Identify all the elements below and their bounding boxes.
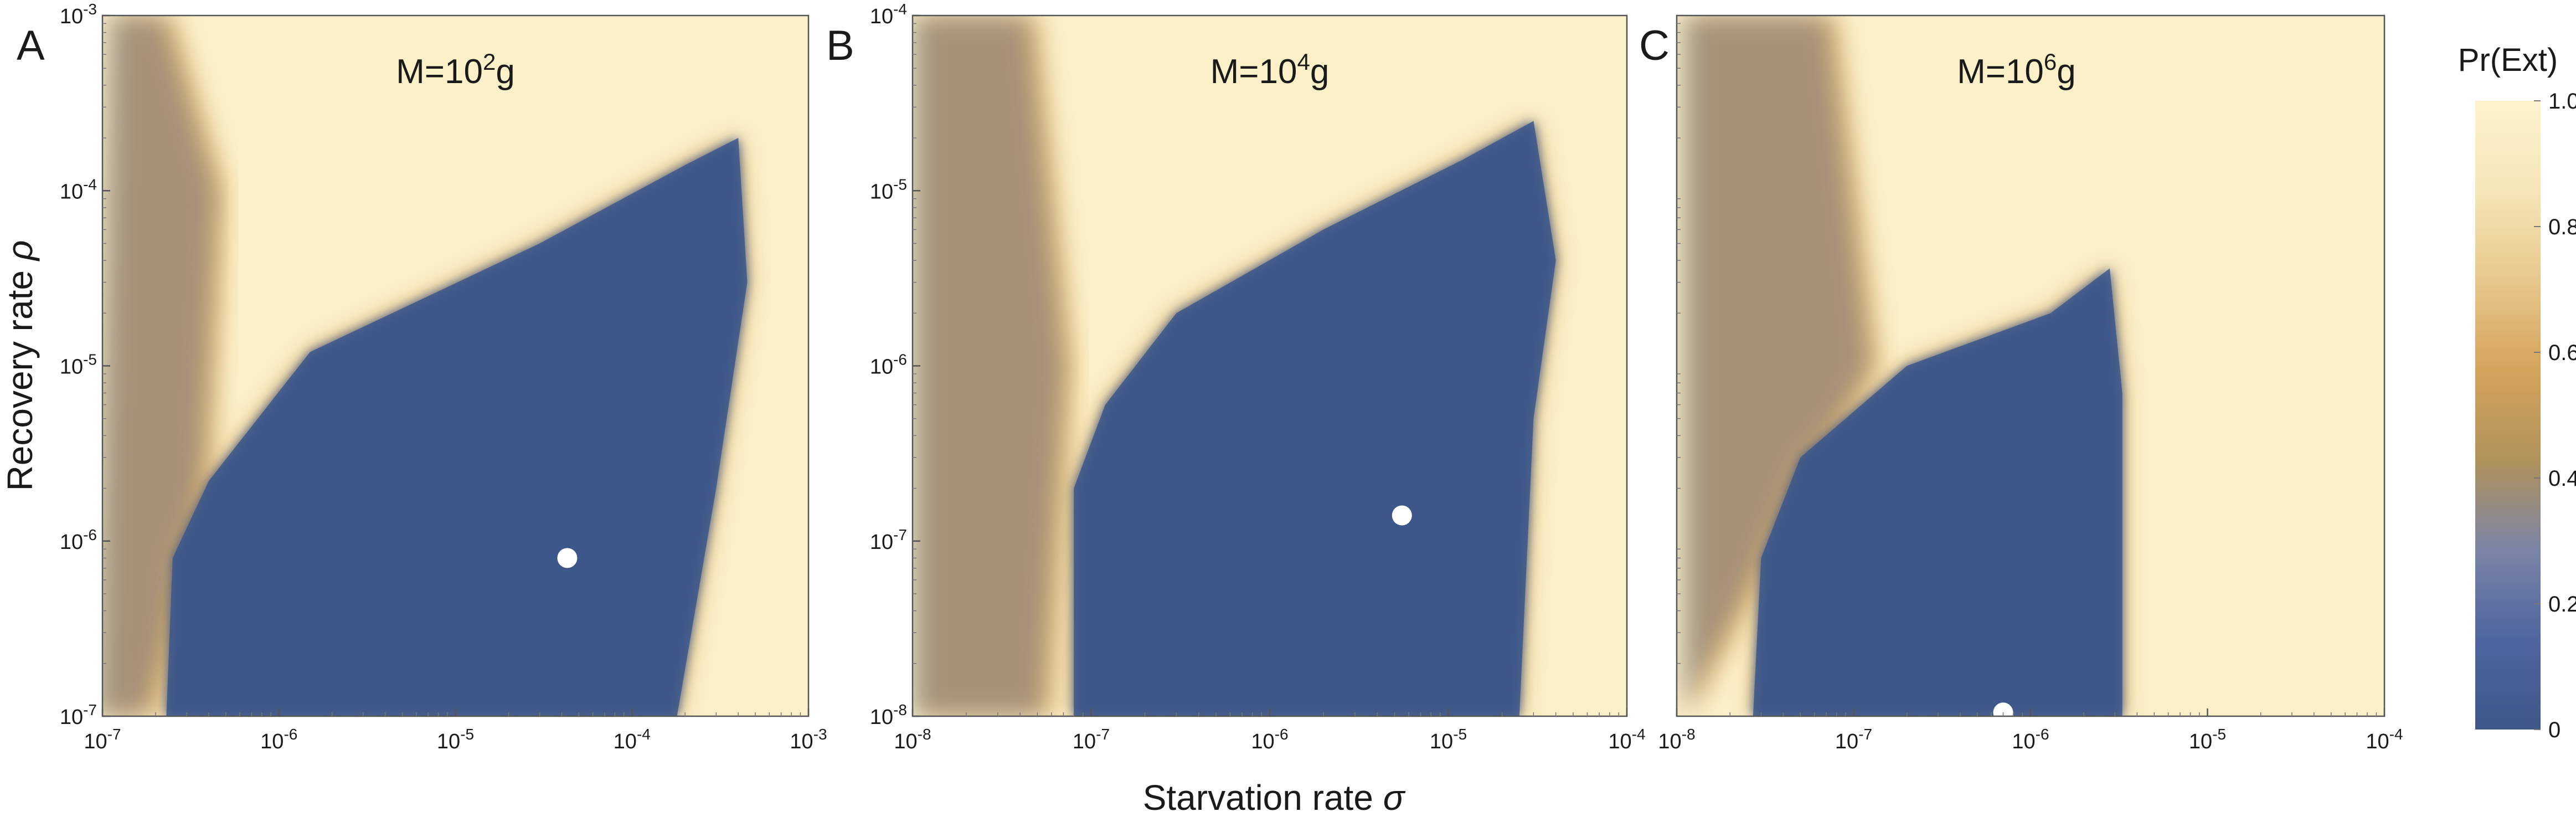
y-axis-title: Recovery rate ρ: [0, 240, 40, 491]
y-tick-label: 10-6: [60, 526, 97, 554]
colorbar-tick-label: 1.0: [2548, 89, 2576, 114]
body-size-point: [557, 548, 578, 568]
colorbar-title: Pr(Ext): [2458, 42, 2558, 78]
x-tick-label: 10-4: [614, 726, 651, 753]
survival-region-core: [166, 138, 748, 716]
colorbar-ticks: 1.0 0.8 0.6 0.4 0.2 0: [2534, 89, 2576, 742]
panel-b: B M=104g 10-8 10-7 10-6 10-5 10-4 10-8 10-7 10-6 1…: [826, 1, 1646, 753]
x-tick-label: 10-5: [437, 726, 474, 753]
x-tick-label: 10-7: [1073, 726, 1110, 753]
panel-title: M=106g: [1957, 49, 2076, 91]
x-tick-label: 10-7: [1835, 726, 1872, 753]
panel-letter: C: [1639, 22, 1670, 69]
colorbar-tick-label: 0.4: [2548, 466, 2576, 491]
x-axis-title: Starvation rate σ: [1143, 778, 1406, 818]
y-tick-label: 10-8: [870, 701, 907, 729]
colorbar-tick-label: 0.2: [2548, 592, 2576, 617]
colorbar-scale: [2475, 101, 2541, 730]
x-tick-label: 10-4: [1608, 726, 1645, 753]
panel-title: M=104g: [1210, 49, 1330, 91]
y-tick-label: 10-4: [870, 1, 907, 28]
panel-a: A M=102g 10-7 10-6 10-5 10-4 10-3 10-7 10-6 10-5 1…: [17, 1, 827, 753]
colorbar: Pr(Ext) 1.0 0.8 0.6 0.4 0.2 0: [2458, 42, 2576, 742]
y-tick-label: 10-6: [870, 351, 907, 379]
y-tick-label: 10-5: [60, 351, 97, 379]
x-tick-label: 10-8: [1658, 726, 1695, 753]
x-tick-label: 10-6: [260, 726, 297, 753]
y-tick-label: 10-7: [60, 701, 97, 729]
x-tick-label: 10-6: [2012, 726, 2049, 753]
body-size-point: [1993, 702, 2013, 716]
y-tick-label: 10-3: [60, 1, 97, 28]
heatmap-area: [1677, 16, 2384, 716]
x-tick-label: 10-7: [84, 726, 121, 753]
colorbar-tick-label: 0.6: [2548, 341, 2576, 365]
x-tick-label: 10-8: [894, 726, 931, 753]
y-tick-label: 10-5: [870, 176, 907, 203]
x-tick-label: 10-5: [2189, 726, 2226, 753]
panel-c: C M=106g 10-8 10-7 10-6 10-5 10-4: [1639, 14, 2403, 753]
panel-title: M=102g: [396, 49, 515, 91]
mixed-probability-band-low: [913, 16, 1064, 716]
heatmap-area: [913, 16, 1627, 716]
x-tick-label: 10-3: [790, 726, 827, 753]
x-tick-label: 10-4: [2366, 726, 2403, 753]
panels: A M=102g 10-7 10-6 10-5 10-4 10-3 10-7 10-6 10-5 1…: [17, 1, 2403, 753]
mixed-probability-band-low: [1681, 16, 1870, 716]
colorbar-tick-label: 0.8: [2548, 215, 2576, 239]
survival-region-core: [1074, 121, 1556, 716]
panel-letter: A: [17, 22, 45, 69]
y-tick-label: 10-7: [870, 526, 907, 554]
panel-letter: B: [826, 22, 854, 69]
x-tick-label: 10-6: [1251, 726, 1288, 753]
survival-region-core: [1753, 268, 2122, 716]
y-tick-label: 10-4: [60, 176, 97, 203]
heatmap-area: [102, 16, 808, 716]
colorbar-tick-label: 0: [2548, 718, 2560, 742]
body-size-point: [1392, 505, 1412, 526]
x-tick-label: 10-5: [1430, 726, 1467, 753]
axis-titles: Starvation rate σ Recovery rate ρ: [0, 240, 1406, 818]
